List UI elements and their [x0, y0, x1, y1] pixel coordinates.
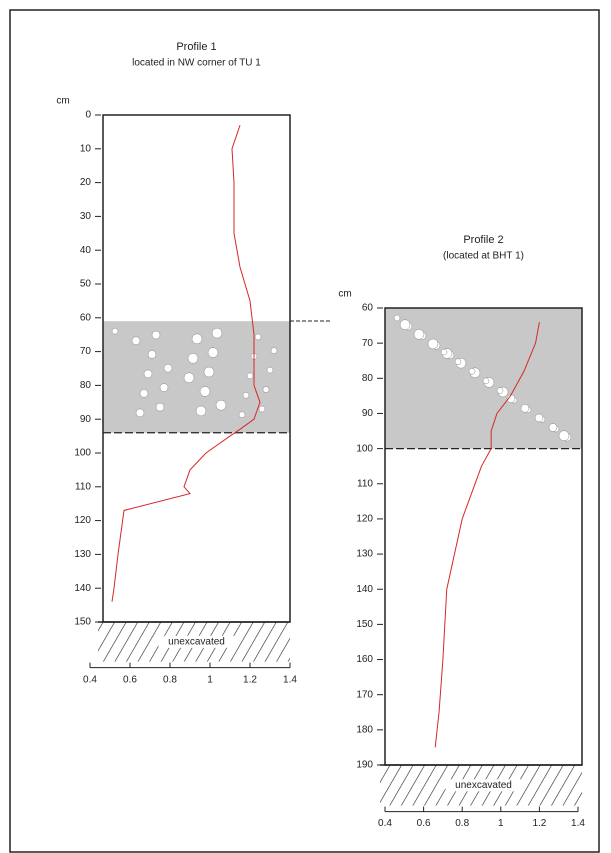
y-tick-label: 140	[74, 583, 91, 594]
unexcavated-label: unexcavated	[455, 780, 512, 791]
pebble	[483, 378, 489, 384]
y-tick-label: 70	[362, 338, 374, 349]
pebble	[267, 367, 273, 373]
x-tick-label: 1.4	[283, 674, 297, 685]
y-tick-label: 150	[356, 619, 373, 630]
y-tick-label: 190	[356, 760, 373, 771]
x-tick-label: 0.6	[417, 818, 431, 829]
y-tick-label: 80	[80, 380, 92, 391]
pebble	[216, 400, 226, 410]
pebble	[455, 359, 461, 365]
pebble	[535, 414, 543, 422]
y-tick-label: 130	[356, 549, 373, 560]
chart-subtitle: located in NW corner of TU 1	[132, 58, 261, 69]
pebble	[112, 328, 118, 334]
pebble	[188, 353, 198, 363]
pebble	[469, 368, 475, 374]
pebble	[196, 406, 206, 416]
unexcavated-label: unexcavated	[168, 636, 225, 647]
chart: Profile 1 located in NW corner of TU 1 cm u…	[0, 0, 611, 853]
y-tick-label: 180	[356, 724, 373, 735]
x-tick-label: 1.4	[571, 818, 585, 829]
y-unit: cm	[56, 96, 69, 107]
y-tick-label: 50	[80, 279, 92, 290]
y-tick-label: 30	[80, 211, 92, 222]
y-tick-label: 110	[75, 481, 91, 492]
pebble	[156, 403, 164, 411]
y-tick-label: 140	[356, 584, 373, 595]
x-tick-label: 0.4	[378, 818, 392, 829]
pebble	[152, 331, 160, 339]
y-unit: cm	[338, 289, 351, 300]
x-tick-label: 0.6	[123, 674, 137, 685]
y-tick-label: 130	[74, 549, 91, 560]
x-tick-label: 0.8	[163, 674, 177, 685]
pebble	[559, 431, 569, 441]
pebble	[148, 350, 156, 358]
x-tick-label: 1	[207, 674, 213, 685]
pebble	[160, 384, 168, 392]
pebble	[132, 337, 140, 345]
pebble	[192, 334, 202, 344]
y-tick-label: 160	[356, 654, 373, 665]
y-tick-label: 10	[80, 143, 92, 154]
figure: Profile 1 located in NW corner of TU 1 cm u…	[0, 0, 611, 853]
x-tick-label: 0.4	[83, 674, 97, 685]
pebble	[184, 373, 194, 383]
pebble	[521, 404, 529, 412]
y-tick-label: 100	[356, 443, 373, 454]
pebble	[414, 329, 424, 339]
y-tick-label: 100	[74, 448, 91, 459]
pebble	[247, 373, 253, 379]
pebble	[400, 320, 410, 330]
pebble	[164, 364, 172, 372]
y-tick-label: 0	[85, 110, 91, 121]
chart-title: Profile 2	[463, 234, 503, 246]
pebble	[497, 388, 503, 394]
y-tick-label: 170	[356, 689, 373, 700]
pebble	[204, 367, 214, 377]
pebble	[428, 339, 438, 349]
pebble	[394, 315, 400, 321]
pebble	[144, 370, 152, 378]
pebble	[140, 389, 148, 397]
pebble	[212, 328, 222, 338]
pebble	[200, 386, 210, 396]
x-tick-label: 1.2	[243, 674, 257, 685]
pebble	[549, 424, 557, 432]
chart-subtitle: (located at BHT 1)	[443, 251, 524, 262]
y-tick-label: 60	[362, 303, 374, 314]
x-tick-label: 1.2	[532, 818, 546, 829]
y-tick-label: 120	[356, 514, 373, 525]
y-tick-label: 70	[80, 346, 92, 357]
y-tick-label: 90	[80, 414, 92, 425]
y-tick-label: 110	[357, 478, 373, 489]
x-tick-label: 0.8	[455, 818, 469, 829]
y-tick-label: 150	[74, 617, 91, 628]
pebble	[271, 348, 277, 354]
pebble	[259, 406, 265, 412]
x-tick-label: 1	[498, 818, 504, 829]
y-tick-label: 80	[362, 373, 374, 384]
pebble	[136, 409, 144, 417]
pebble	[263, 387, 269, 393]
y-tick-label: 120	[74, 515, 91, 526]
y-tick-label: 40	[80, 245, 92, 256]
pebble	[255, 334, 261, 340]
y-tick-label: 90	[362, 408, 374, 419]
pebble	[243, 392, 249, 398]
chart-title: Profile 1	[176, 41, 216, 53]
pebble	[441, 349, 447, 355]
pebble	[208, 348, 218, 358]
y-tick-label: 20	[80, 177, 92, 188]
y-tick-label: 60	[80, 312, 92, 323]
pebble	[239, 412, 245, 418]
